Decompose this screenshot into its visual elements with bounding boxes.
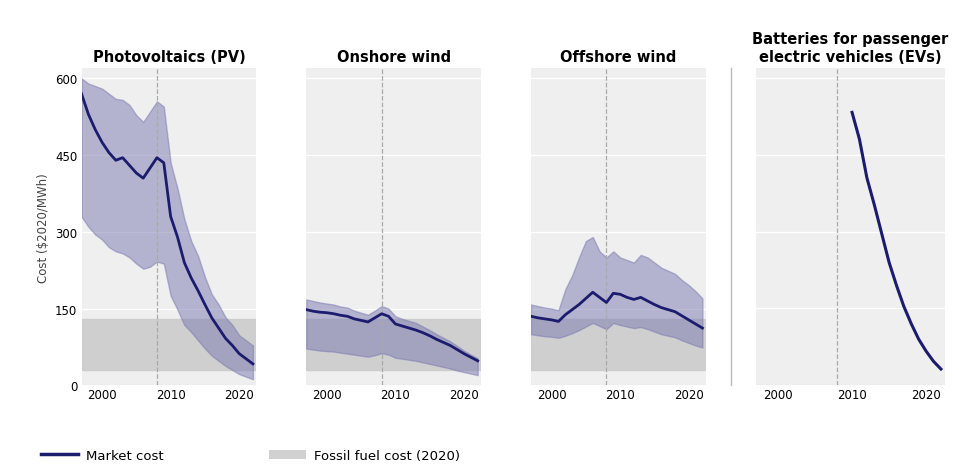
Title: Photovoltaics (PV): Photovoltaics (PV): [93, 50, 246, 65]
Bar: [306, 319, 481, 370]
Bar: [531, 319, 706, 370]
Title: Onshore wind: Onshore wind: [337, 50, 451, 65]
Legend: Market cost, Fossil fuel cost (2020): Market cost, Fossil fuel cost (2020): [35, 444, 465, 467]
Bar: [82, 319, 256, 370]
Title: Offshore wind: Offshore wind: [560, 50, 677, 65]
Y-axis label: Cost ($2020/MWh): Cost ($2020/MWh): [36, 172, 50, 282]
Title: Batteries for passenger
electric vehicles (EVs): Batteries for passenger electric vehicle…: [752, 31, 948, 65]
